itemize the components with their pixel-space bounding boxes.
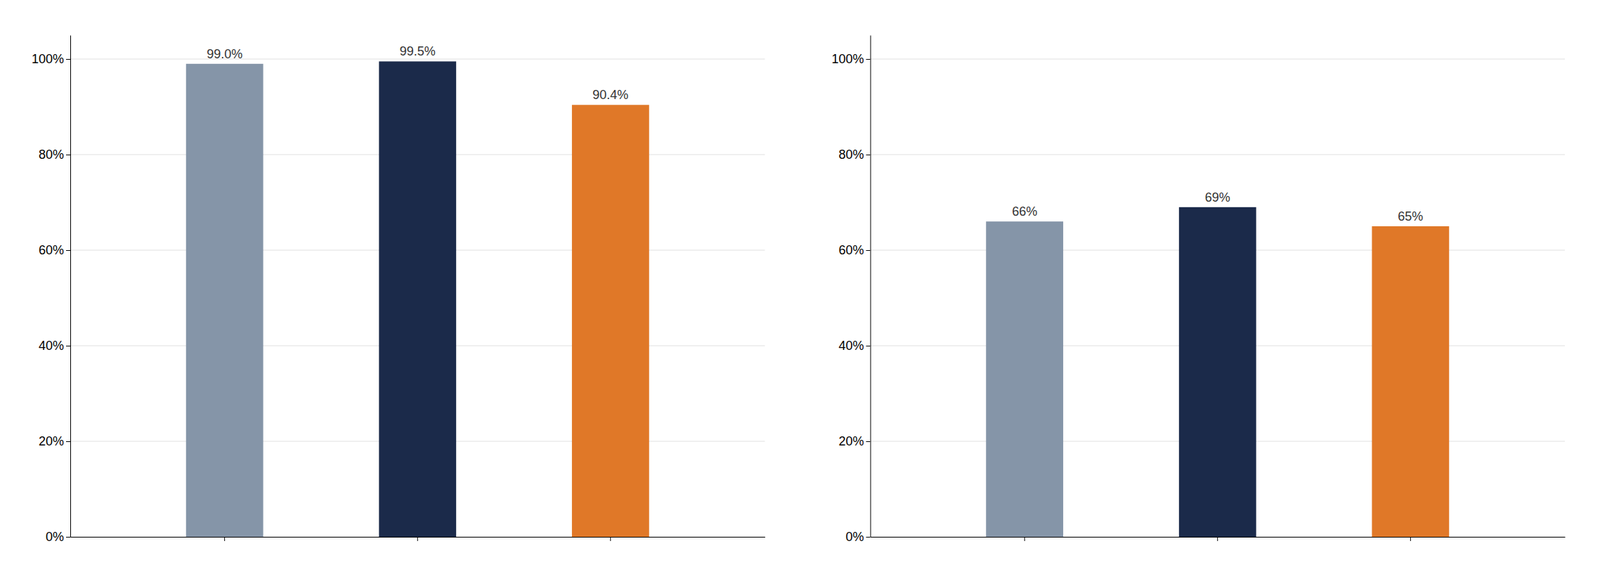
tick-label: 40% [38,338,64,353]
tick: 80% [838,147,870,162]
chart-panel: 0% 20% 40% 60% 80% 100% 99.0% 99.5% 90.4% [31,35,766,545]
tick-label: 100% [831,51,864,67]
tick-label: 0% [845,529,864,544]
tick-mark [866,441,871,442]
grid [870,59,1566,537]
tick-mark [866,250,871,251]
tick-label: 60% [38,243,64,258]
data-labels: 66% 69% 65% [1011,190,1423,224]
tick [1410,536,1411,542]
bar [571,104,650,537]
tick: 40% [838,338,870,353]
tick-label: 100% [31,51,64,67]
bars [186,61,650,537]
tick-mark [417,536,419,542]
data-label: 65% [1397,209,1423,224]
tick-label: 0% [45,529,64,544]
tick: 20% [38,434,71,449]
grid-line [870,154,1566,156]
tick: 100% [831,51,870,67]
data-labels: 99.0% 99.5% 90.4% [206,44,629,102]
tick-mark [866,154,871,156]
tick-label: 40% [838,338,864,353]
tick: 40% [38,338,71,353]
tick-label: 60% [838,243,864,258]
tick: 0% [45,529,71,544]
bar [1179,207,1257,537]
x-axis [70,536,766,542]
tick [609,536,611,542]
bars [985,207,1449,537]
tick-mark [66,59,71,60]
y-axis: 0% 20% 40% 60% 80% 100% [31,35,71,545]
tick-mark [1217,536,1218,542]
data-label: 69% [1205,190,1231,205]
data-label: 99.5% [399,44,436,59]
tick-mark [66,250,71,251]
x-axis [870,536,1566,542]
tick-mark [866,345,871,347]
tick-mark [66,345,71,347]
bar [1371,226,1449,537]
tick: 20% [838,434,870,449]
tick: 0% [845,529,870,544]
tick: 80% [38,147,71,162]
tick-mark [66,536,71,538]
data-label: 90.4% [592,87,629,102]
tick-mark [224,536,225,542]
grid-line [870,59,1566,60]
grid-line [70,59,766,60]
grid [70,59,766,537]
bar [186,63,264,537]
tick-label: 80% [838,147,864,162]
data-label: 99.0% [206,47,243,62]
tick [1217,536,1218,542]
figure: 0% 20% 40% 60% 80% 100% 99.0% 99.5% 90.4% 0% 20% 40… [0,0,1600,579]
tick-label: 20% [38,434,64,449]
tick-mark [609,536,611,542]
tick [417,536,419,542]
bar [378,61,457,537]
axis-line [870,35,872,538]
tick: 100% [31,51,71,67]
tick: 60% [838,243,870,258]
axis-line [70,35,71,538]
tick-label: 20% [838,434,864,449]
tick-label: 80% [38,147,64,162]
tick-mark [66,441,71,442]
tick [1024,536,1026,542]
tick-mark [866,59,871,60]
bar [985,221,1064,537]
data-label: 66% [1011,204,1038,219]
tick-mark [1024,536,1026,542]
chart-panel: 0% 20% 40% 60% 80% 100% 66% 69% 65% [831,35,1565,545]
tick-mark [66,154,71,156]
tick: 60% [38,243,71,258]
tick-mark [1410,536,1411,542]
tick-mark [866,536,871,538]
y-axis: 0% 20% 40% 60% 80% 100% [831,35,871,545]
tick [224,536,225,542]
